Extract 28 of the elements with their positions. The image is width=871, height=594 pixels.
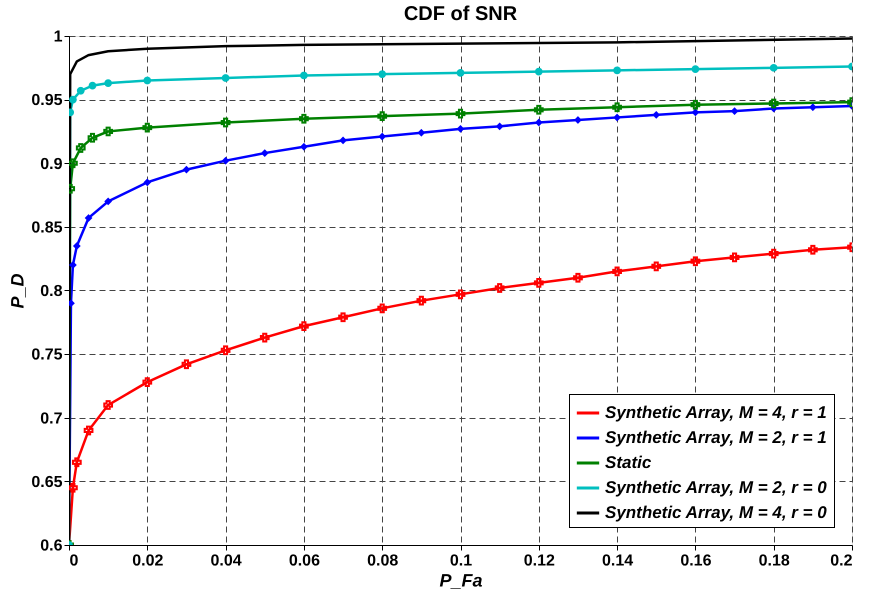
y-tick-label: 0.85 <box>31 219 63 236</box>
x-tick-label: 0.08 <box>367 552 398 570</box>
legend-label: Static <box>605 453 652 472</box>
y-tick-label: 0.95 <box>31 92 63 110</box>
legend-label: Synthetic Array, M = 4, r = 0 <box>605 503 828 522</box>
y-tick-label: 0.6 <box>40 538 63 554</box>
x-tick-label: 0.2 <box>830 552 853 570</box>
y-tick-label: 0.75 <box>31 346 63 364</box>
x-tick-label: 0.02 <box>132 552 164 570</box>
y-tick-label: 0.8 <box>40 283 63 300</box>
x-tick-label: 0.14 <box>602 552 634 570</box>
x-tick-label: 0.18 <box>758 552 790 570</box>
x-tick-label: 0.06 <box>288 552 320 570</box>
y-tick-label: 0.7 <box>40 410 63 428</box>
x-axis-title: P_Fa <box>439 570 483 590</box>
y-axis-title: P_D <box>7 273 28 309</box>
x-tick-label: 0.16 <box>680 552 712 570</box>
y-tick-label: 0.65 <box>31 474 63 491</box>
x-tick-label: 0.12 <box>524 552 555 570</box>
chart-title: CDF of SNR <box>404 3 518 25</box>
y-tick-label: 0.9 <box>40 156 63 173</box>
legend-label: Synthetic Array, M = 2, r = 0 <box>605 478 828 497</box>
x-tick-label: 0.04 <box>210 552 242 570</box>
x-tick-label: 0 <box>70 552 78 570</box>
legend-label: Synthetic Array, M = 2, r = 1 <box>605 428 827 447</box>
legend-label: Synthetic Array, M = 4, r = 1 <box>605 403 827 422</box>
x-tick-label: 0.1 <box>450 552 472 570</box>
y-tick-label: 1 <box>54 28 63 46</box>
